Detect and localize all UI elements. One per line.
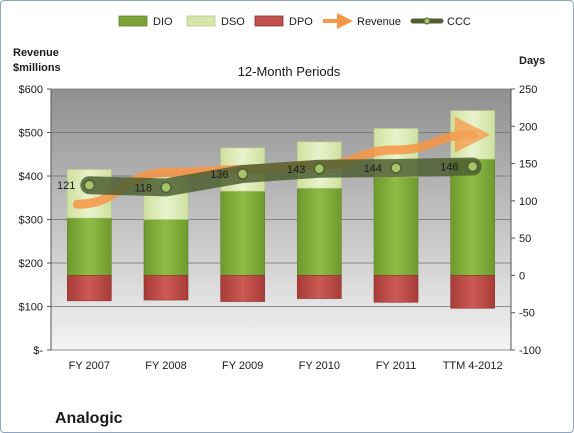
- right-axis-ticks: -100 -50 0 50 100 150 200 250: [511, 84, 541, 357]
- dio-bar: [143, 219, 189, 276]
- legend-item: DPO: [254, 15, 313, 28]
- legend-label: Revenue: [357, 16, 401, 28]
- company-name: Analogic: [55, 410, 123, 427]
- left-tick-label: $600: [19, 84, 43, 96]
- legend-item: DSO: [186, 15, 245, 28]
- legend-item: DIO: [118, 15, 173, 28]
- dio-bar: [373, 176, 419, 276]
- chart-title: 12-Month Periods: [238, 64, 341, 79]
- dio-bar: [67, 217, 112, 276]
- ccc-data-label: 136: [210, 169, 228, 181]
- left-tick-label: $400: [19, 171, 43, 183]
- ccc-marker: [390, 162, 402, 174]
- left-axis-label-line2: $millions: [13, 62, 61, 74]
- ccc-marker: [160, 181, 172, 194]
- ccc-marker: [313, 163, 326, 175]
- ccc-series: 121 118 136 143 144 146: [57, 157, 482, 197]
- dpo-bar: [450, 275, 495, 309]
- left-tick-label: $200: [19, 258, 43, 270]
- legend-label: CCC: [447, 16, 471, 28]
- right-tick-label: 150: [519, 159, 537, 171]
- ccc-data-label: 118: [134, 182, 152, 194]
- ccc-marker: [466, 160, 479, 173]
- right-tick-label: 50: [519, 233, 531, 245]
- dio-bar: [297, 187, 342, 276]
- right-tick-label: 0: [519, 270, 525, 282]
- ccc-marker: [83, 179, 96, 191]
- right-tick-label: 250: [519, 84, 537, 96]
- category-labels: FY 2007 FY 2008 FY 2009 FY 2010 FY 2011 TTM 4…: [69, 360, 503, 372]
- ccc-data-label: 121: [57, 180, 75, 192]
- legend: DIO DSO DPO Revenue CCC: [118, 13, 471, 29]
- legend-label: DIO: [153, 16, 173, 28]
- category-label: FY 2008: [145, 360, 186, 372]
- left-axis-ticks: $- $100 $200 $300 $400 $500 $600: [19, 84, 51, 357]
- category-label: FY 2010: [299, 360, 340, 372]
- dio-bar: [220, 190, 265, 276]
- legend-label: DSO: [221, 16, 245, 28]
- category-label: FY 2011: [376, 360, 417, 372]
- dio-bar: [450, 158, 495, 276]
- legend-item: CCC: [410, 16, 471, 28]
- category-label: FY 2009: [222, 360, 263, 372]
- legend-marker: [423, 17, 431, 25]
- legend-swatch: [254, 15, 284, 27]
- category-label: TTM 4-2012: [443, 360, 503, 372]
- legend-swatch: [118, 15, 148, 27]
- dpo-bar: [67, 275, 112, 302]
- legend-swatch: [186, 15, 216, 27]
- left-axis-label-line1: Revenue: [13, 47, 59, 59]
- ccc-data-label: 146: [440, 162, 458, 174]
- right-tick-label: 200: [519, 121, 537, 133]
- right-tick-label: 100: [519, 196, 537, 208]
- right-tick-label: -50: [519, 308, 535, 320]
- ccc-data-label: 144: [364, 163, 382, 175]
- left-tick-label: $500: [19, 128, 43, 140]
- ccc-data-label: 143: [287, 164, 305, 176]
- dpo-bar: [220, 275, 265, 302]
- dpo-bar: [373, 275, 419, 303]
- left-tick-label: $100: [19, 302, 43, 314]
- dpo-bar: [143, 275, 189, 301]
- left-tick-label: $-: [33, 345, 43, 357]
- left-tick-label: $300: [19, 215, 43, 227]
- right-axis-label: Days: [519, 55, 545, 67]
- right-tick-label: -100: [519, 345, 541, 357]
- category-label: FY 2007: [69, 360, 110, 372]
- dpo-bar: [297, 275, 342, 299]
- ccc-line: [80, 157, 482, 197]
- legend-label: DPO: [289, 16, 313, 28]
- ccc-marker: [236, 168, 249, 180]
- legend-item: Revenue: [323, 13, 401, 29]
